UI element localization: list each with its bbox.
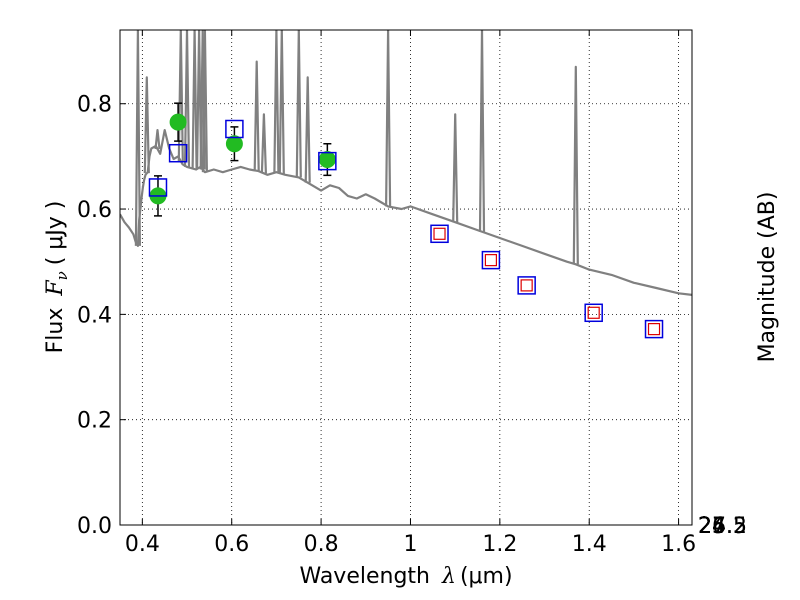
observed-point xyxy=(169,113,187,131)
right-tick-label: 25 xyxy=(698,514,726,539)
right-tick-label: 24 xyxy=(698,514,726,539)
model-photometry-points xyxy=(148,119,664,339)
model-photometry-inner xyxy=(587,306,600,319)
model-photometry-inner xyxy=(484,254,498,267)
emission-line xyxy=(253,60,260,171)
model-photometry-point xyxy=(517,276,536,295)
model-photometry-point xyxy=(148,178,168,197)
model-photometry-point xyxy=(430,224,449,244)
model-photometry-inner xyxy=(520,279,533,292)
x-axis-ticks: 0.4 0.6 0.8 1 1.2 1.4 1.6 xyxy=(125,30,696,557)
observed-points xyxy=(149,113,336,205)
model-photometry-point xyxy=(584,303,603,323)
right-tick-label: 27 xyxy=(698,514,726,539)
right-axis-label: Magnitude (AB) xyxy=(755,192,780,363)
y-axis-label: FluxFν( μJy ) xyxy=(43,201,71,354)
emission-line xyxy=(478,30,486,232)
y-tick-label: 0.6 xyxy=(77,198,112,223)
right-tick-label: 26 xyxy=(698,514,726,539)
x-axis-label: Wavelength λ (μm) xyxy=(299,564,512,589)
model-photometry-point xyxy=(225,119,244,139)
emission-line xyxy=(134,30,141,246)
model-photometry-inner xyxy=(433,227,446,240)
emission-line xyxy=(191,30,198,170)
y-tick-label: 0.8 xyxy=(77,93,112,118)
model-photometry-point xyxy=(644,319,664,339)
y-axis-ticks: 0.0 0.2 0.4 0.6 0.8 xyxy=(77,93,126,539)
x-tick-label: 1 xyxy=(403,532,417,557)
x-tick-label: 0.4 xyxy=(125,532,160,557)
x-tick-label: 1.2 xyxy=(482,532,517,557)
right-tick-label: 25.5 xyxy=(698,514,747,539)
x-tick-label: 0.8 xyxy=(304,532,339,557)
observed-point xyxy=(225,135,243,153)
emission-line xyxy=(143,76,150,174)
y-tick-label: 0.4 xyxy=(77,303,112,328)
emission-line xyxy=(278,30,285,174)
emission-line xyxy=(273,30,280,173)
emission-line xyxy=(295,30,302,178)
emission-lines xyxy=(134,30,579,265)
model-photometry-point xyxy=(318,151,337,171)
model-photometry-point xyxy=(168,143,188,163)
emission-line xyxy=(304,76,311,183)
x-tick-label: 1.4 xyxy=(572,532,607,557)
right-tick-label: 24.5 xyxy=(698,514,747,539)
x-tick-label: 0.6 xyxy=(214,532,249,557)
model-photometry-point xyxy=(481,250,501,270)
y-tick-label: 0.2 xyxy=(77,409,112,434)
emission-line xyxy=(385,30,392,207)
plot-frame xyxy=(119,29,693,526)
emission-line xyxy=(452,113,459,223)
model-photometry-inner xyxy=(647,323,661,336)
y-tick-label: 0.0 xyxy=(77,514,112,539)
right-tick-label: 24.2 xyxy=(698,514,747,539)
emission-line xyxy=(260,113,267,174)
emission-line xyxy=(154,129,161,150)
x-tick-label: 1.6 xyxy=(661,532,696,557)
emission-line xyxy=(201,30,208,173)
emission-line xyxy=(572,65,579,265)
observed-point xyxy=(318,151,336,169)
